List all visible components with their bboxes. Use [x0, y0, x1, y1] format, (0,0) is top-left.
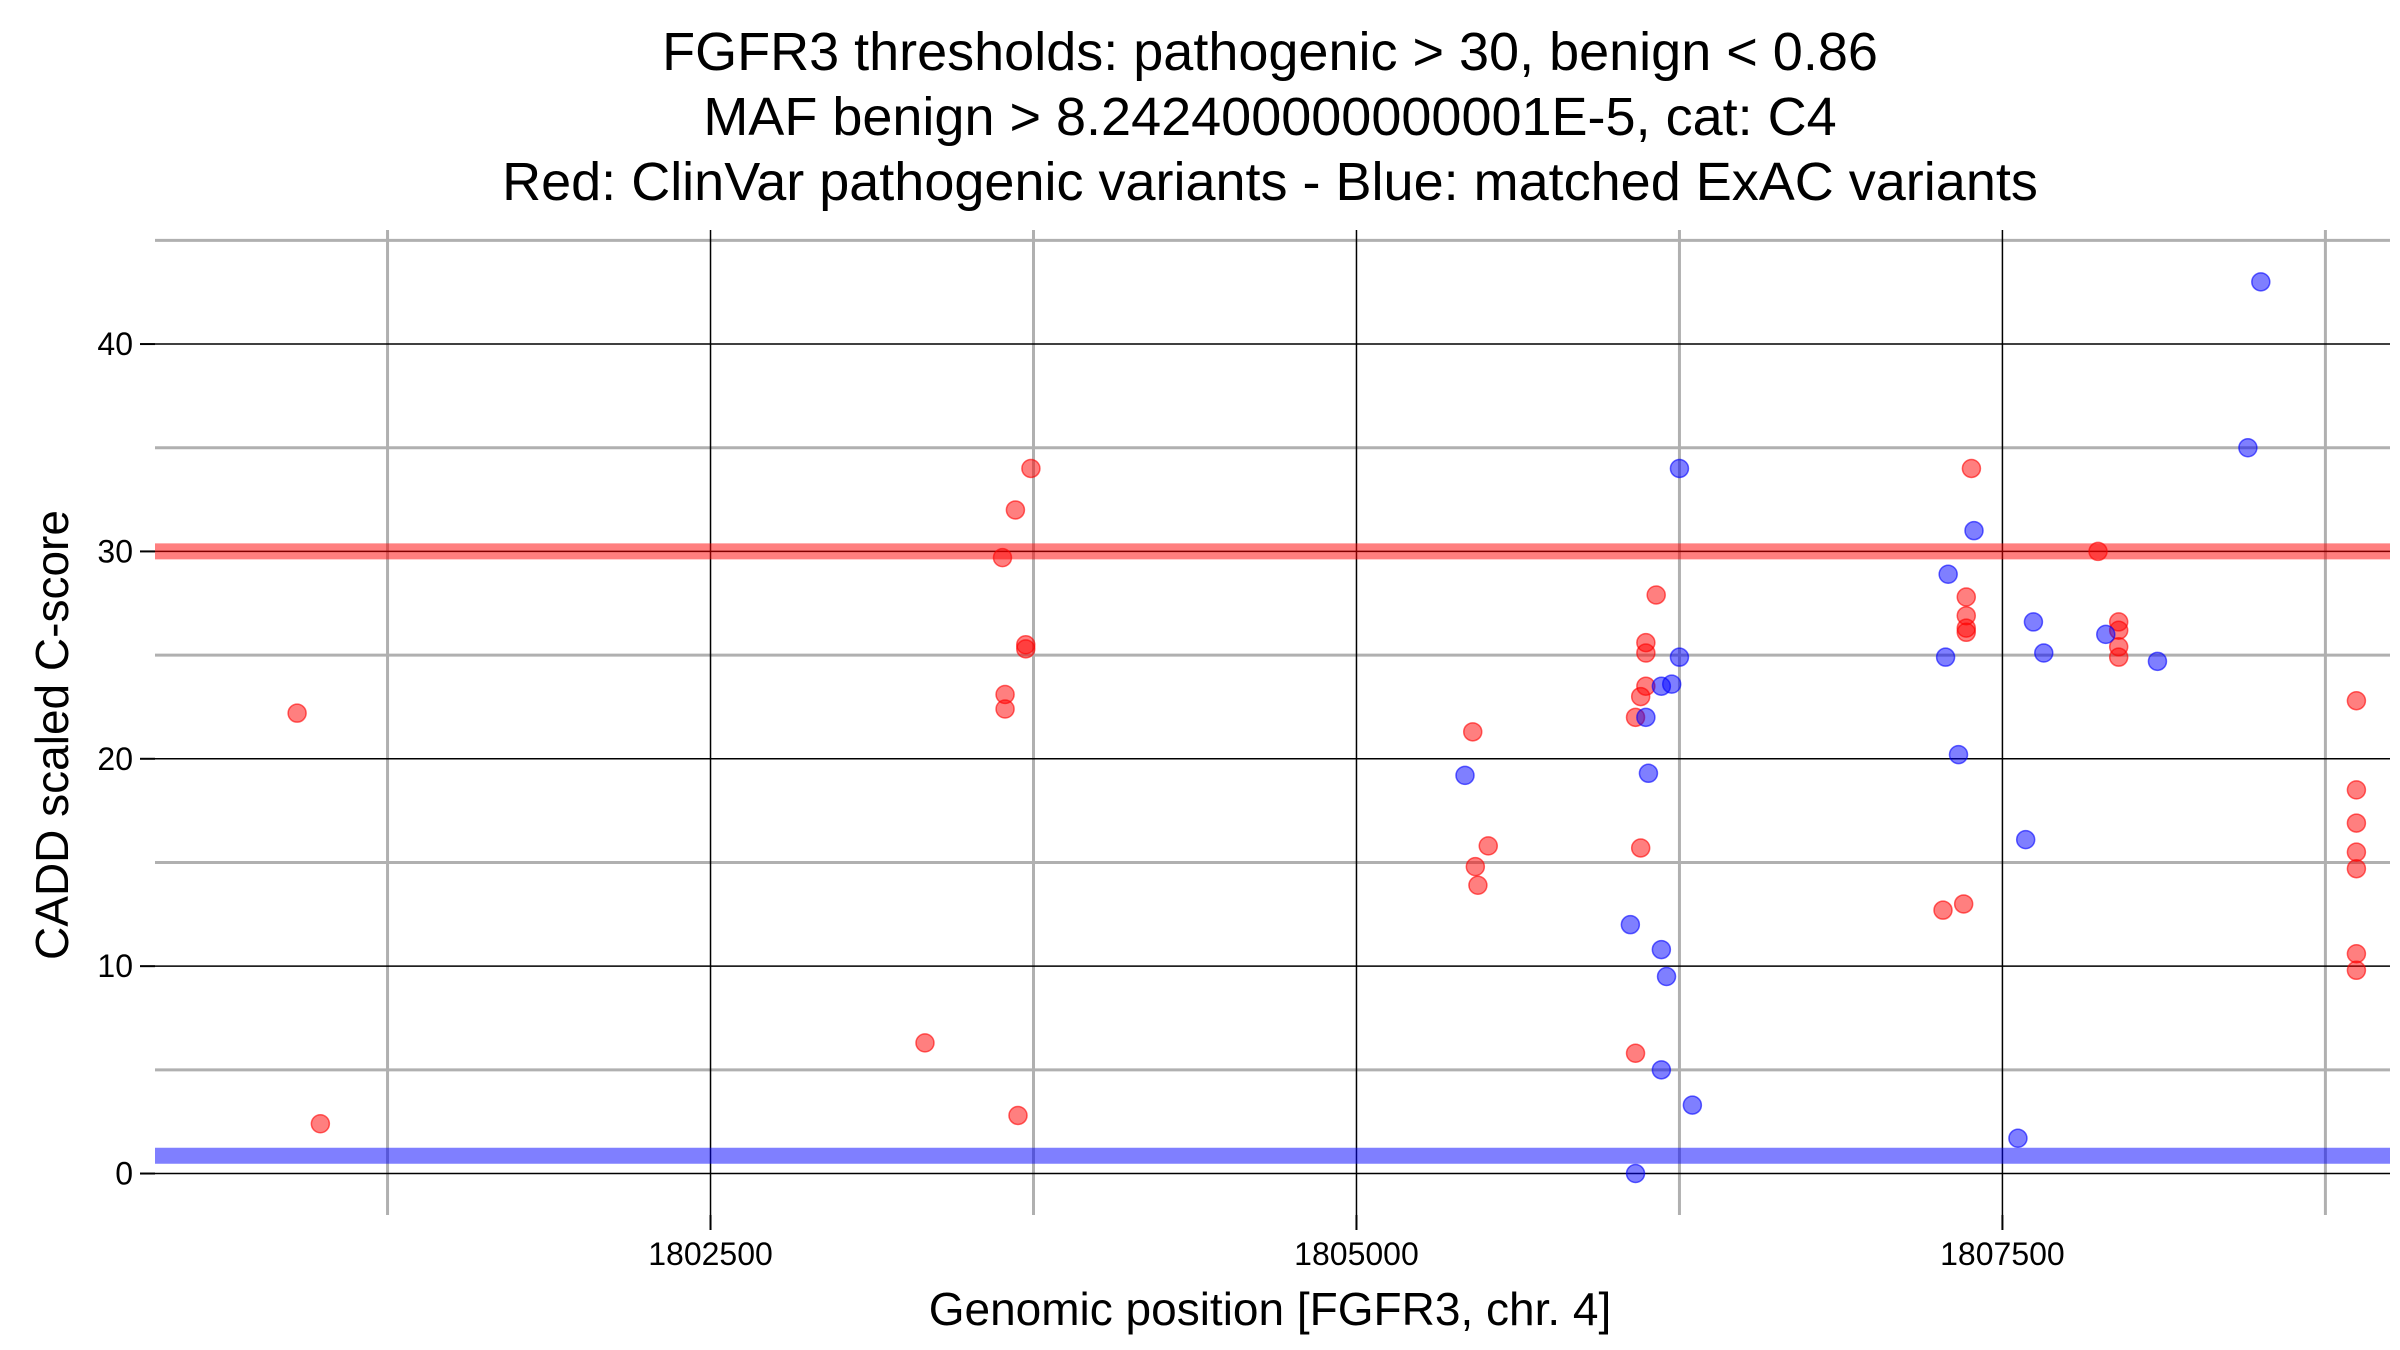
- data-point-series-2: [2015, 829, 2036, 850]
- data-point-series-1: [1465, 856, 1486, 877]
- title-line-2: MAF benign > 8.242400000000001E-5, cat: …: [703, 87, 1836, 147]
- data-point-series-1: [2346, 690, 2367, 711]
- data-point-series-1: [1015, 639, 1036, 659]
- title-line-3: Red: ClinVar pathogenic variants - Blue:…: [502, 152, 2038, 212]
- data-point-series-1: [2346, 960, 2367, 981]
- data-point-series-1: [1956, 587, 1977, 607]
- data-point-series-1: [992, 547, 1013, 568]
- data-point-series-2: [2023, 612, 2044, 632]
- data-point-series-2: [1669, 458, 1690, 479]
- data-point-series-1: [1021, 458, 1041, 479]
- data-point-series-1: [287, 703, 307, 723]
- minor-gridlines: [155, 230, 2390, 1215]
- x-tick-label: 1802500: [648, 1236, 773, 1272]
- data-point-series-1: [1636, 643, 1656, 663]
- data-point-series-2: [1455, 765, 1475, 786]
- data-point-series-1: [2346, 858, 2367, 879]
- data-point-series-1: [1956, 622, 1977, 643]
- data-point-series-2: [1935, 647, 1956, 667]
- y-tick-label: 10: [97, 948, 133, 984]
- major-gridlines: [155, 230, 2390, 1215]
- data-point-series-1: [1961, 458, 1982, 479]
- data-point-series-2: [1661, 674, 1682, 694]
- data-point-series-1: [310, 1114, 331, 1134]
- data-point-series-1: [1953, 894, 1974, 914]
- data-point-series-2: [1964, 520, 1984, 541]
- data-point-series-1: [915, 1033, 935, 1053]
- y-tick-label: 30: [97, 533, 133, 569]
- y-axis-ticks: 0 10 20 30 40: [97, 326, 155, 1192]
- x-axis-title: Genomic position [FGFR3, chr. 4]: [929, 1283, 1612, 1335]
- data-point-series-1: [995, 699, 1015, 719]
- title-line-1: FGFR3 thresholds: pathogenic > 30, benig…: [662, 22, 1878, 82]
- data-point-series-2: [1620, 914, 1641, 935]
- data-point-series-2: [1651, 939, 1672, 960]
- data-point-series-1: [2346, 842, 2367, 862]
- x-tick-label: 1807500: [1940, 1236, 2065, 1272]
- data-point-series-2: [1669, 647, 1690, 667]
- data-point-series-1: [2346, 943, 2367, 964]
- data-point-series-1: [1462, 722, 1483, 742]
- data-point-series-2: [2251, 272, 2271, 292]
- threshold-lines: [155, 543, 2390, 1164]
- data-point-series-2: [1682, 1095, 1703, 1115]
- data-point-series-1: [1468, 875, 1488, 896]
- x-tick-label: 1805000: [1294, 1236, 1419, 1272]
- data-point-series-1: [1478, 836, 1498, 856]
- data-point-series-1: [2346, 780, 2367, 800]
- data-point-series-2: [1948, 744, 1969, 765]
- data-point-series-2: [1636, 707, 1656, 728]
- data-point-series-1: [2088, 541, 2108, 562]
- y-tick-label: 0: [115, 1156, 133, 1192]
- data-point-series-2: [2238, 437, 2258, 458]
- data-point-series-2: [2096, 624, 2116, 645]
- data-point-series-2: [2034, 643, 2054, 663]
- data-point-series-1: [1008, 1105, 1028, 1126]
- data-point-series-2: [1651, 1060, 1672, 1080]
- data-point-series-1: [2346, 813, 2367, 833]
- data-point-series-2: [1938, 564, 1958, 584]
- data-point-series-2: [1656, 966, 1677, 987]
- data-point-series-2: [1625, 1163, 1646, 1184]
- data-point-series-1: [1646, 585, 1666, 605]
- data-point-series-1: [1005, 500, 1026, 520]
- y-axis-title: CADD scaled C-score: [26, 510, 78, 960]
- chart-title: FGFR3 thresholds: pathogenic > 30, benig…: [502, 22, 2038, 212]
- data-point-series-1: [2108, 647, 2129, 667]
- data-points: [287, 272, 2367, 1184]
- data-point-series-2: [1638, 763, 1659, 784]
- data-point-series-1: [1630, 838, 1651, 858]
- data-point-series-1: [1625, 1043, 1646, 1064]
- x-axis-ticks: 1802500 1805000 1807500: [648, 1215, 2065, 1272]
- data-point-series-2: [2008, 1128, 2028, 1149]
- data-point-series-1: [1933, 900, 1953, 920]
- y-tick-label: 40: [97, 326, 133, 362]
- data-point-series-2: [2147, 651, 2168, 672]
- y-tick-label: 20: [97, 741, 133, 777]
